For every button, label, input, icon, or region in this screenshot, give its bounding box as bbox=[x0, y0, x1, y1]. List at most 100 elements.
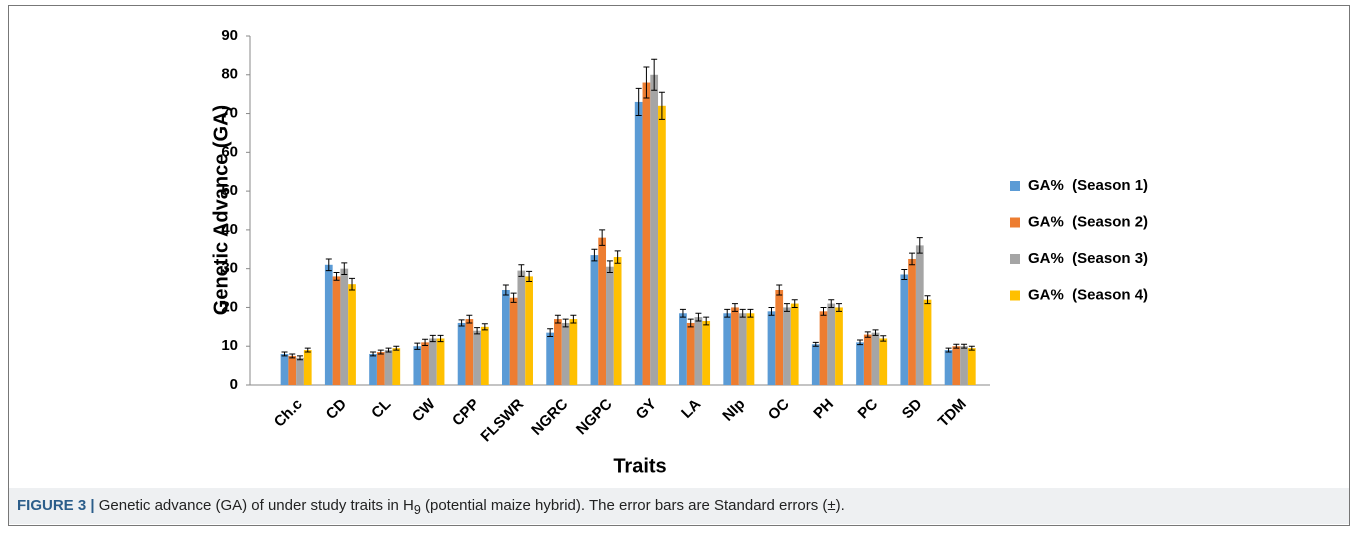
x-tick-label: Ch.c bbox=[271, 396, 306, 431]
x-tick-label: TDM bbox=[935, 396, 970, 431]
bar bbox=[613, 257, 622, 385]
bar bbox=[517, 270, 526, 385]
error-bar bbox=[724, 308, 731, 318]
bar bbox=[280, 353, 289, 385]
error-bar bbox=[466, 314, 473, 324]
y-tick-label: 60 bbox=[221, 143, 238, 160]
error-bar bbox=[857, 339, 864, 346]
error-bar bbox=[776, 284, 783, 296]
x-tick-label: PH bbox=[810, 396, 837, 423]
error-bar bbox=[635, 87, 642, 116]
error-bar bbox=[458, 319, 465, 327]
error-bar bbox=[547, 328, 554, 338]
error-bar bbox=[281, 351, 288, 357]
y-tick-label: 50 bbox=[221, 182, 238, 199]
error-bar bbox=[739, 308, 746, 318]
error-bar bbox=[901, 268, 908, 281]
bar bbox=[384, 350, 393, 385]
y-tick-label: 0 bbox=[230, 376, 238, 393]
error-bar bbox=[791, 299, 798, 308]
bar bbox=[590, 255, 599, 385]
caption: FIGURE 3 | Genetic advance (GA) of under… bbox=[9, 488, 1349, 524]
bar bbox=[835, 307, 843, 385]
bar bbox=[296, 357, 304, 385]
error-bar bbox=[768, 306, 775, 316]
bar bbox=[465, 319, 474, 385]
bar bbox=[480, 326, 489, 385]
error-bar bbox=[502, 284, 509, 296]
bar bbox=[348, 284, 356, 385]
bar bbox=[767, 311, 776, 385]
x-tick-label: GY bbox=[633, 396, 660, 423]
error-bar bbox=[481, 323, 488, 331]
x-tick-label: LA bbox=[678, 395, 704, 421]
y-tick-label: 30 bbox=[221, 260, 238, 277]
bar bbox=[569, 319, 578, 385]
error-bar bbox=[599, 229, 606, 246]
bar bbox=[554, 319, 562, 385]
frame bbox=[8, 5, 1350, 526]
x-tick-label: FLSWR bbox=[477, 396, 527, 446]
bar bbox=[863, 334, 872, 385]
error-bar bbox=[783, 303, 790, 312]
x-tick-label: OC bbox=[765, 395, 793, 423]
bar bbox=[525, 276, 533, 385]
error-bar bbox=[968, 345, 975, 351]
error-bar bbox=[341, 262, 348, 275]
y-tick-label: 10 bbox=[221, 337, 238, 354]
legend-swatch bbox=[1010, 217, 1020, 228]
x-tick-label: CW bbox=[409, 395, 439, 425]
error-bar bbox=[570, 314, 577, 324]
error-bar bbox=[377, 349, 384, 355]
bar bbox=[871, 332, 880, 385]
error-bar bbox=[872, 329, 879, 336]
error-bar bbox=[562, 318, 569, 328]
y-tick-label: 70 bbox=[221, 105, 238, 122]
bar bbox=[642, 82, 651, 386]
bar bbox=[738, 313, 747, 385]
error-bar bbox=[909, 252, 916, 266]
bar bbox=[473, 330, 481, 385]
error-bar bbox=[510, 292, 517, 303]
caption-text: Genetic advance (GA) of under study trai… bbox=[98, 497, 414, 514]
bar bbox=[457, 322, 466, 385]
y-tick-label: 20 bbox=[221, 298, 238, 315]
x-tick-label: CD bbox=[323, 396, 350, 423]
bar bbox=[392, 348, 401, 385]
bar bbox=[967, 348, 976, 385]
bar bbox=[288, 355, 297, 385]
error-bar bbox=[747, 308, 754, 318]
bar bbox=[879, 338, 888, 385]
bar bbox=[634, 101, 643, 385]
error-bar bbox=[606, 260, 613, 274]
bar bbox=[723, 313, 732, 385]
x-tick-label: NGRC bbox=[528, 396, 571, 439]
y-tick-label: 40 bbox=[221, 221, 238, 238]
error-bar bbox=[835, 303, 842, 312]
bar bbox=[303, 350, 312, 385]
bar bbox=[679, 313, 687, 385]
y-tick-label: 90 bbox=[221, 27, 238, 44]
bar bbox=[650, 74, 659, 386]
error-bar bbox=[474, 327, 481, 335]
legend-label: GA% (Season 1) bbox=[1028, 177, 1148, 194]
legend-swatch bbox=[1010, 181, 1020, 191]
error-bar bbox=[289, 353, 296, 359]
bar bbox=[790, 303, 799, 385]
error-bar bbox=[880, 335, 887, 342]
bar bbox=[561, 322, 570, 385]
error-bar bbox=[429, 334, 436, 343]
bar bbox=[694, 317, 703, 385]
x-tick-label: CL bbox=[368, 396, 394, 422]
error-bar bbox=[422, 338, 429, 346]
caption-subscript: 9 bbox=[413, 503, 421, 517]
error-bar bbox=[703, 316, 710, 326]
error-bar bbox=[414, 342, 421, 350]
bar bbox=[819, 311, 828, 385]
bar bbox=[324, 264, 333, 385]
bar bbox=[436, 338, 445, 385]
error-bar bbox=[961, 343, 968, 349]
error-bar bbox=[393, 345, 400, 351]
